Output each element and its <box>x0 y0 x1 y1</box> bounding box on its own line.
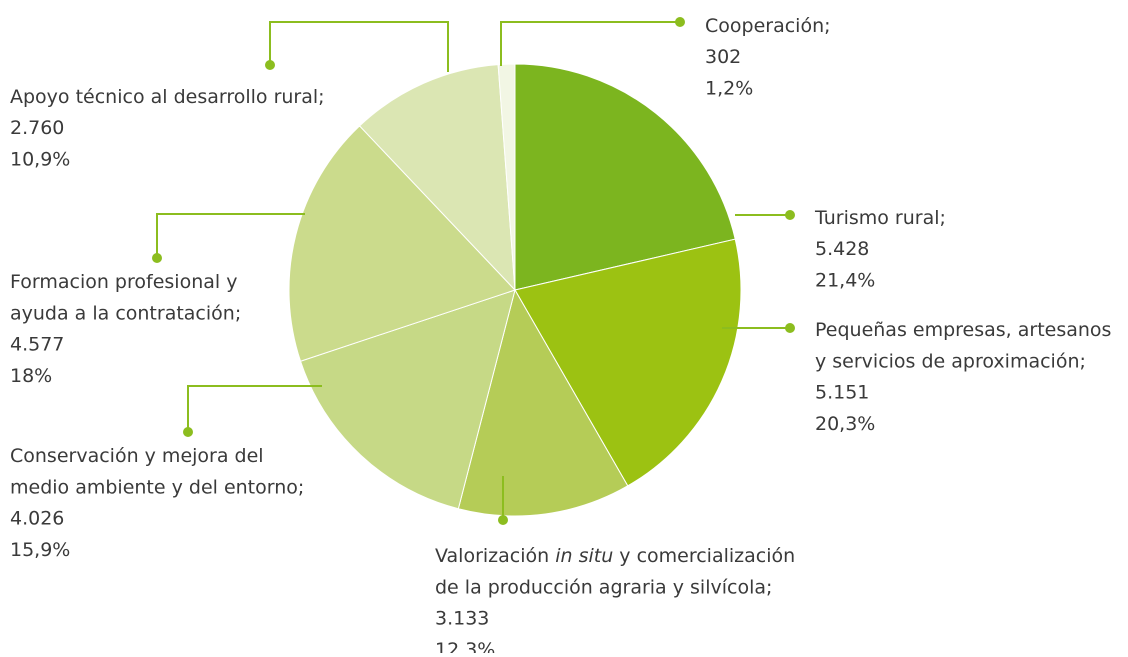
pie-slice <box>514 63 736 291</box>
leader-dot <box>265 60 275 70</box>
leader-dot <box>785 210 795 220</box>
leader-dot <box>675 17 685 27</box>
slice-label: Valorización in situ y comercialización <box>435 545 795 567</box>
pie-slice <box>514 238 742 487</box>
label-text: ayuda a la contratación; <box>10 302 241 324</box>
slice-label: y servicios de aproximación; <box>815 350 1086 372</box>
percent-label: 1,2% <box>705 78 753 100</box>
leader-dot <box>183 427 193 437</box>
percent-label: 20,3% <box>815 413 875 435</box>
value-label: 5.428 <box>815 238 869 260</box>
label-text: y comercialización <box>613 545 795 567</box>
leader-dot <box>498 515 508 525</box>
leader-line <box>500 21 680 66</box>
percent-label: 10,9% <box>10 149 70 171</box>
percent-label: 12,3% <box>435 639 495 653</box>
leader-line <box>187 385 322 432</box>
slice-label: Formacion profesional y <box>10 271 237 293</box>
label-text: y servicios de aproximación; <box>815 350 1086 372</box>
leader-dot <box>152 253 162 263</box>
label-text: Valorización <box>435 545 555 567</box>
value-label: 4.577 <box>10 334 64 356</box>
leader-line <box>269 21 449 72</box>
leader-line <box>156 213 305 258</box>
pie-slice <box>288 125 516 362</box>
slice-label: medio ambiente y del entorno; <box>10 476 304 498</box>
pie-slice <box>497 63 516 291</box>
value-label: 2.760 <box>10 117 64 139</box>
label-text: Conservación y mejora del <box>10 445 264 467</box>
slice-label: de la producción agraria y silvícola; <box>435 576 772 598</box>
value-label: 3.133 <box>435 608 489 630</box>
value-label: 4.026 <box>10 508 64 530</box>
slice-label: Pequeñas empresas, artesanos <box>815 319 1111 341</box>
slice-label: Turismo rural; <box>814 207 946 229</box>
label-text: Turismo rural; <box>814 207 946 229</box>
percent-label: 15,9% <box>10 539 70 561</box>
slice-label: Cooperación; <box>705 15 831 37</box>
label-text: Pequeñas empresas, artesanos <box>815 319 1111 341</box>
value-label: 302 <box>705 46 741 68</box>
label-text: de la producción agraria y silvícola; <box>435 576 772 598</box>
slice-label: Conservación y mejora del <box>10 445 264 467</box>
leader-dot <box>785 323 795 333</box>
pie-slice <box>299 289 516 510</box>
value-label: 5.151 <box>815 382 869 404</box>
label-text: medio ambiente y del entorno; <box>10 476 304 498</box>
slice-label: ayuda a la contratación; <box>10 302 241 324</box>
percent-label: 21,4% <box>815 270 875 292</box>
slice-label: Apoyo técnico al desarrollo rural; <box>10 86 325 108</box>
percent-label: 18% <box>10 365 52 387</box>
label-text: Formacion profesional y <box>10 271 237 293</box>
pie-slice <box>358 64 516 292</box>
label-text: Cooperación; <box>705 15 831 37</box>
label-text: in situ <box>555 545 613 567</box>
label-text: Apoyo técnico al desarrollo rural; <box>10 86 325 108</box>
